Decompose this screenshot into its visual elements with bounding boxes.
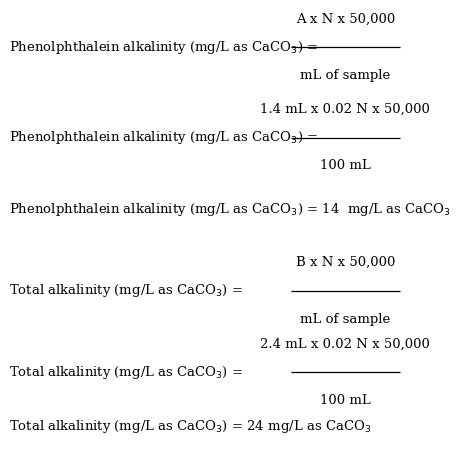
Text: Phenolphthalein alkalinity (mg/L as CaCO$_3$) =: Phenolphthalein alkalinity (mg/L as CaCO… — [9, 129, 319, 146]
Text: mL of sample: mL of sample — [300, 69, 390, 82]
Text: 1.4 mL x 0.02 N x 50,000: 1.4 mL x 0.02 N x 50,000 — [260, 103, 430, 116]
Text: 100 mL: 100 mL — [320, 394, 371, 407]
Text: Phenolphthalein alkalinity (mg/L as CaCO$_3$) =: Phenolphthalein alkalinity (mg/L as CaCO… — [9, 39, 319, 56]
Text: Total alkalinity (mg/L as CaCO$_3$) =: Total alkalinity (mg/L as CaCO$_3$) = — [9, 282, 244, 299]
Text: 2.4 mL x 0.02 N x 50,000: 2.4 mL x 0.02 N x 50,000 — [260, 337, 430, 350]
Text: mL of sample: mL of sample — [300, 313, 390, 326]
Text: Total alkalinity (mg/L as CaCO$_3$) = 24 mg/L as CaCO$_3$: Total alkalinity (mg/L as CaCO$_3$) = 24… — [9, 418, 371, 435]
Text: Phenolphthalein alkalinity (mg/L as CaCO$_3$) = 14  mg/L as CaCO$_3$: Phenolphthalein alkalinity (mg/L as CaCO… — [9, 201, 450, 218]
Text: 100 mL: 100 mL — [320, 159, 371, 172]
Text: A x N x 50,000: A x N x 50,000 — [296, 13, 395, 26]
Text: B x N x 50,000: B x N x 50,000 — [296, 256, 395, 269]
Text: Total alkalinity (mg/L as CaCO$_3$) =: Total alkalinity (mg/L as CaCO$_3$) = — [9, 364, 244, 381]
